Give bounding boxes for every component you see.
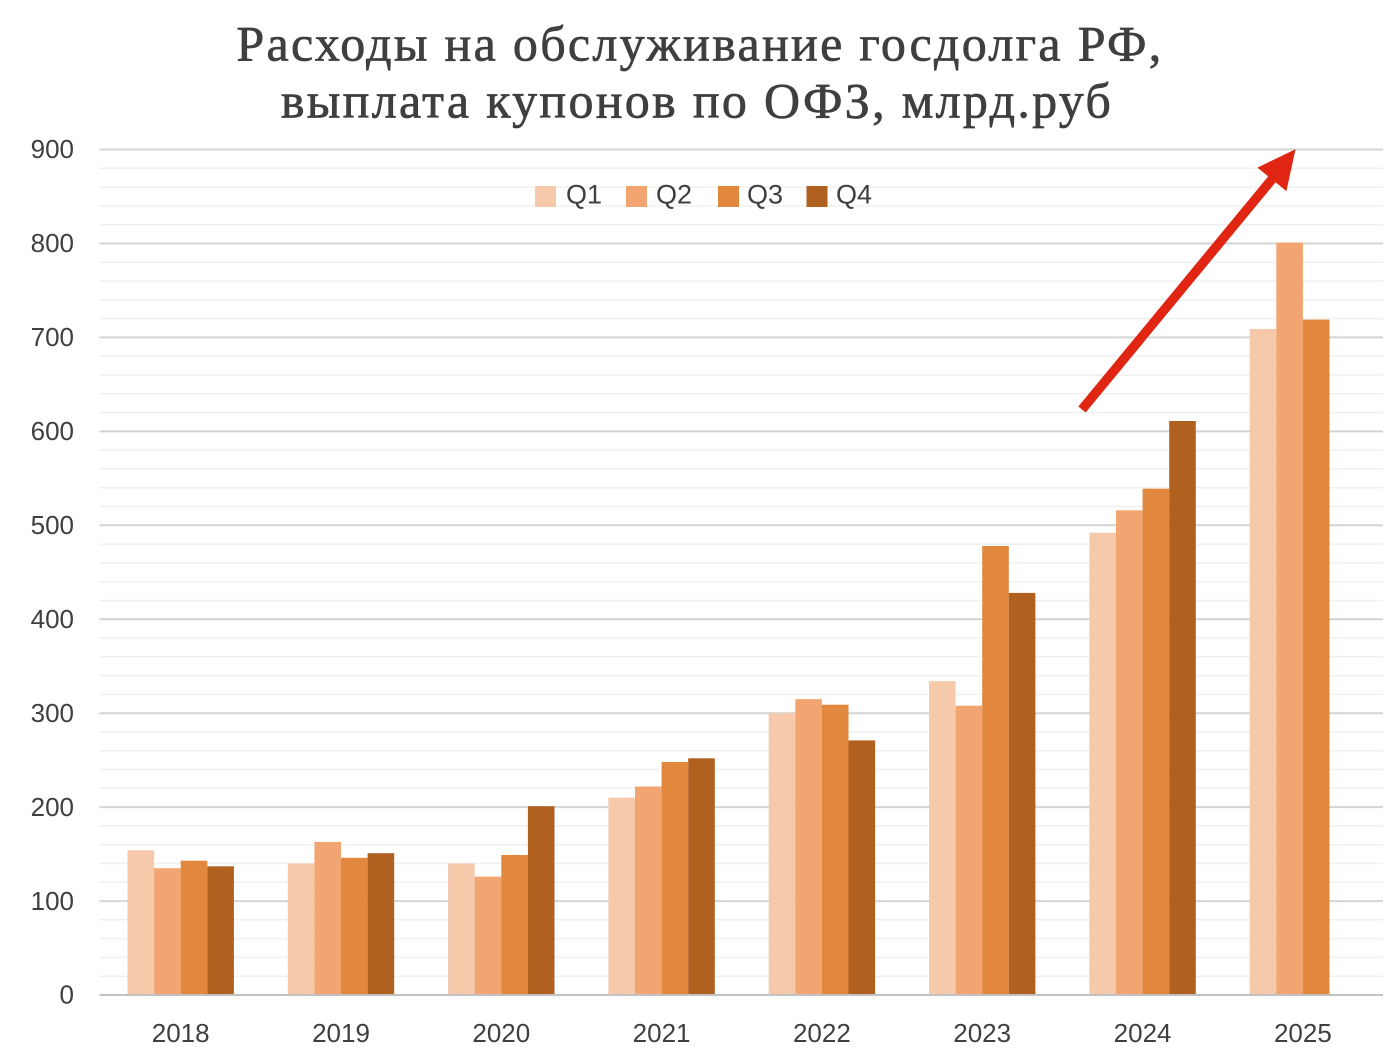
svg-text:2023: 2023 — [953, 1018, 1011, 1048]
svg-text:2024: 2024 — [1114, 1018, 1172, 1048]
svg-text:700: 700 — [31, 322, 74, 352]
svg-text:Q2: Q2 — [656, 180, 692, 210]
svg-text:Расходы на обслуживание госдол: Расходы на обслуживание госдолга РФ, — [236, 16, 1163, 72]
svg-text:0: 0 — [60, 980, 74, 1010]
svg-text:Q3: Q3 — [747, 180, 783, 210]
svg-text:500: 500 — [31, 510, 74, 540]
svg-text:Q4: Q4 — [836, 180, 872, 210]
svg-text:2020: 2020 — [472, 1018, 530, 1048]
svg-text:300: 300 — [31, 698, 74, 728]
svg-text:400: 400 — [31, 604, 74, 634]
svg-text:100: 100 — [31, 886, 74, 916]
svg-text:выплата купонов по ОФЗ, млрд.р: выплата купонов по ОФЗ, млрд.руб — [281, 73, 1113, 129]
svg-text:600: 600 — [31, 416, 74, 446]
svg-text:2022: 2022 — [793, 1018, 851, 1048]
svg-text:2018: 2018 — [152, 1018, 210, 1048]
svg-text:200: 200 — [31, 792, 74, 822]
svg-text:900: 900 — [31, 134, 74, 164]
svg-text:2021: 2021 — [633, 1018, 691, 1048]
svg-text:800: 800 — [31, 228, 74, 258]
svg-text:2019: 2019 — [312, 1018, 370, 1048]
svg-text:Q1: Q1 — [566, 180, 602, 210]
svg-text:2025: 2025 — [1274, 1018, 1332, 1048]
